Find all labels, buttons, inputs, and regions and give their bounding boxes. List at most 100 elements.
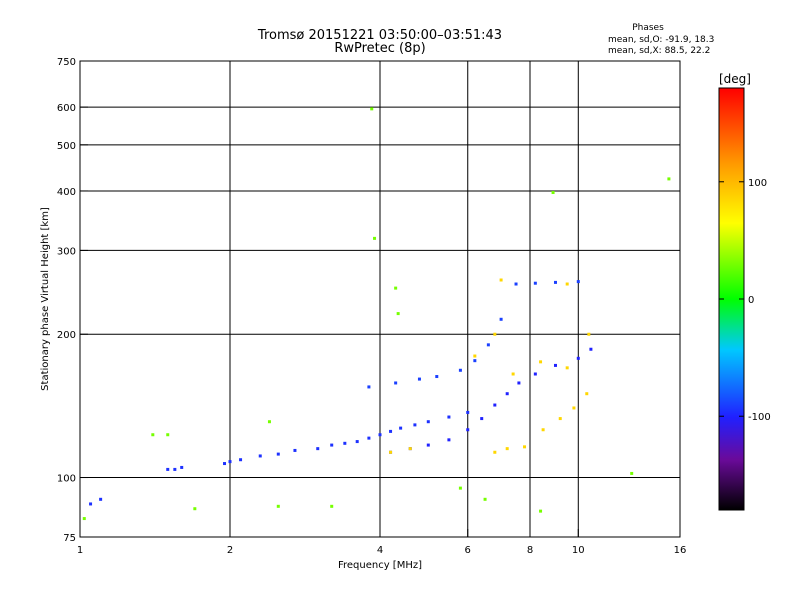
data-point (539, 509, 543, 513)
y-tick-label: 400 (57, 187, 76, 198)
data-point (553, 363, 557, 367)
data-point (533, 281, 537, 285)
x-tick-label: 4 (377, 545, 383, 556)
data-point (330, 504, 334, 508)
data-point (343, 441, 347, 445)
data-point (166, 467, 170, 471)
y-tick-label: 600 (57, 103, 76, 114)
data-point (523, 445, 527, 449)
data-point (180, 465, 184, 469)
chart-subtitle: RwPretec (8p) (334, 41, 425, 56)
data-point (166, 433, 170, 437)
data-points (82, 107, 671, 521)
chart-title: Tromsø 20151221 03:50:00–03:51:43 (257, 28, 502, 43)
colorbar-label: [deg] (719, 72, 751, 86)
data-point (447, 415, 451, 419)
data-point (435, 375, 439, 379)
data-point (553, 280, 557, 284)
data-point (630, 471, 634, 475)
data-point (276, 452, 280, 456)
data-point (355, 440, 359, 444)
grid-lines (80, 61, 680, 537)
data-point (551, 191, 555, 195)
data-point (458, 368, 462, 372)
data-point (408, 447, 412, 451)
data-point (517, 381, 521, 385)
data-point (466, 428, 470, 432)
data-point (447, 438, 451, 442)
data-point (89, 502, 93, 506)
data-point (426, 443, 430, 447)
colorbar-tick-label: 0 (748, 295, 754, 306)
stats-heading: Phases (632, 23, 664, 33)
data-point (417, 377, 421, 381)
data-point (458, 486, 462, 490)
data-point (426, 420, 430, 424)
stats-line-x: mean, sd,X: 88.5, 22.2 (608, 46, 710, 56)
data-point (276, 504, 280, 508)
data-point (396, 312, 400, 316)
data-point (493, 450, 497, 454)
data-point (378, 433, 382, 437)
data-point (572, 406, 576, 410)
data-point (389, 450, 393, 454)
data-point (394, 381, 398, 385)
x-tick-label: 10 (572, 545, 585, 556)
x-tick-label: 8 (527, 545, 533, 556)
data-point (367, 436, 371, 440)
data-point (576, 356, 580, 360)
data-point (493, 332, 497, 336)
y-tick-label: 100 (57, 474, 76, 485)
data-point (486, 343, 490, 347)
data-point (151, 433, 155, 437)
data-point (576, 280, 580, 284)
data-point (330, 443, 334, 447)
y-tick-label: 300 (57, 246, 76, 257)
data-point (173, 467, 177, 471)
data-point (373, 236, 377, 240)
x-axis-label: Frequency [MHz] (338, 560, 422, 571)
data-point (394, 286, 398, 290)
data-point (483, 497, 487, 501)
x-tick-label: 1 (77, 545, 83, 556)
x-tick-label: 2 (227, 545, 233, 556)
data-point (389, 429, 393, 433)
data-point (367, 385, 371, 389)
data-point (193, 507, 197, 511)
data-point (587, 332, 591, 336)
data-point (82, 517, 86, 521)
data-point (565, 366, 569, 370)
data-point (585, 392, 589, 396)
data-point (99, 497, 103, 501)
data-point (480, 417, 484, 421)
data-point (514, 282, 518, 286)
data-point (499, 317, 503, 321)
data-point (541, 428, 545, 432)
data-point (505, 392, 509, 396)
x-axis-ticks: 1 2 4 6 8 10 16 (77, 529, 687, 556)
data-point (565, 282, 569, 286)
data-point (499, 278, 503, 282)
y-tick-label: 750 (57, 57, 76, 68)
data-point (667, 177, 671, 181)
colorbar-ticks: 100 0 -100 (719, 178, 771, 423)
data-point (293, 448, 297, 452)
data-point (239, 458, 243, 462)
y-tick-label: 75 (63, 533, 76, 544)
stats-line-o: mean, sd,O: -91.9, 18.3 (608, 35, 714, 45)
data-point (316, 447, 320, 451)
data-point (558, 417, 562, 421)
colorbar-tick-label: 100 (748, 178, 767, 189)
data-point (223, 462, 227, 466)
data-point (258, 454, 262, 458)
data-point (399, 426, 403, 430)
data-point (473, 354, 477, 358)
x-tick-label: 16 (674, 545, 687, 556)
data-point (505, 447, 509, 451)
data-point (473, 359, 477, 363)
data-point (370, 107, 374, 111)
data-point (267, 420, 271, 424)
data-point (413, 423, 417, 427)
